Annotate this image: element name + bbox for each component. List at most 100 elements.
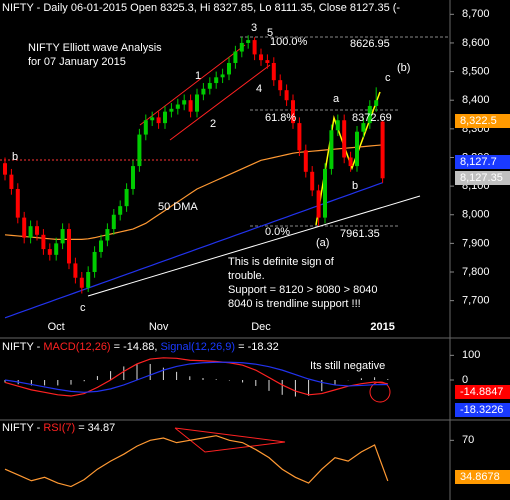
- annotation: Its still negative: [310, 360, 385, 372]
- annotation: 61.8%: [265, 112, 296, 124]
- y-tick-label: 8,600: [462, 37, 490, 49]
- candle-body: [35, 226, 39, 235]
- candle-body: [156, 117, 161, 124]
- panel-title: NIFTY - RSI(7) = 34.87: [2, 422, 115, 434]
- candle-body: [201, 88, 206, 95]
- candle-body: [28, 226, 33, 238]
- title-part: NIFTY -: [2, 422, 43, 434]
- y-tick-label: 8,500: [462, 65, 490, 77]
- candle-body: [310, 171, 315, 191]
- y-tick-label: 7,700: [462, 295, 490, 307]
- candle-body: [265, 60, 270, 63]
- price-box-label: 8,322.5: [460, 115, 497, 127]
- candle-body: [220, 74, 225, 78]
- panel-title: NIFTY - MACD(12,26) = -14.88, Signal(12,…: [2, 341, 279, 353]
- candle-body: [278, 80, 283, 91]
- annotation: 8626.95: [350, 38, 390, 50]
- candle-body: [303, 150, 308, 172]
- candle-body: [175, 104, 180, 109]
- candle-body: [380, 121, 385, 179]
- annotation: 2: [210, 118, 216, 130]
- candle-body: [252, 40, 257, 55]
- candle-body: [105, 229, 110, 241]
- candle-body: [22, 217, 27, 238]
- annotation: c: [385, 72, 391, 84]
- title-part: = 34.87: [75, 422, 115, 434]
- annotation: 50 DMA: [158, 201, 198, 213]
- x-tick-label: Nov: [149, 321, 169, 333]
- candle-body: [297, 123, 302, 151]
- candle-body: [342, 120, 347, 158]
- annotation: 7961.35: [340, 228, 380, 240]
- title-part: RSI(7): [43, 422, 75, 434]
- candle-body: [367, 105, 372, 124]
- candle-body: [92, 251, 97, 273]
- y-tick-label: 8,400: [462, 94, 490, 106]
- candle-body: [169, 108, 174, 112]
- annotation: NIFTY Elliott wave Analysis: [28, 42, 162, 54]
- annotation: b: [352, 180, 358, 192]
- candle-body: [67, 229, 71, 264]
- annotation: for 07 January 2015: [28, 56, 126, 68]
- candle-body: [361, 123, 366, 132]
- price-box-label: -14.8847: [460, 386, 503, 398]
- candle-body: [316, 190, 321, 218]
- line: [4, 361, 388, 393]
- price-box: [455, 470, 510, 484]
- candle-body: [239, 42, 244, 52]
- annotation: Support = 8120 > 8080 > 8040: [228, 284, 378, 296]
- candle-body: [246, 40, 251, 43]
- candle-body: [195, 94, 199, 112]
- price-box: [455, 403, 510, 417]
- candle-body: [271, 62, 276, 81]
- annotation: a: [333, 93, 340, 105]
- candle-body: [323, 168, 327, 218]
- annotation: c: [80, 302, 86, 314]
- candle-body: [188, 100, 193, 112]
- annotation: 8372.69: [352, 112, 392, 124]
- annotation: 8040 is trendline support !!!: [228, 298, 361, 310]
- price-box-label: 8,127.35: [460, 172, 503, 184]
- price-box: [455, 385, 510, 399]
- annotation: (a): [316, 237, 329, 249]
- y-tick-label: 70: [462, 434, 474, 446]
- candle-body: [9, 174, 14, 189]
- candle-body: [182, 100, 187, 105]
- annotation: 100.0%: [270, 36, 308, 48]
- annotation: (b): [397, 62, 410, 74]
- candle-body: [15, 188, 20, 218]
- candle-body: [137, 134, 142, 167]
- x-tick-label: 2015: [370, 321, 394, 333]
- annotation: 0.0%: [265, 226, 290, 238]
- annotation: 4: [256, 83, 262, 95]
- line: [4, 435, 389, 488]
- candle-body: [348, 157, 353, 167]
- candle-body: [355, 131, 359, 167]
- y-tick-label: 0: [462, 374, 468, 386]
- candle-body: [214, 77, 219, 84]
- annotation: 5: [267, 27, 273, 39]
- title-part: MACD(12,26): [43, 341, 110, 353]
- candle-body: [60, 229, 65, 244]
- candle-body: [111, 214, 116, 230]
- y-tick-label: 8,700: [462, 8, 490, 20]
- price-box-label: 34.8678: [460, 471, 500, 483]
- title-part: = -14.88,: [111, 341, 161, 353]
- price-box: [455, 171, 510, 185]
- candle-body: [118, 206, 123, 215]
- candle-body: [233, 51, 238, 63]
- price-box: [455, 114, 510, 128]
- x-tick-label: Dec: [251, 321, 271, 333]
- annotation: trouble.: [228, 270, 265, 282]
- channel-line: [169, 64, 271, 141]
- y-tick-label: 7,900: [462, 237, 490, 249]
- candle-body: [150, 117, 155, 121]
- annotation: b: [12, 151, 18, 163]
- candle-body: [335, 120, 340, 131]
- title-part: NIFTY -: [2, 341, 43, 353]
- candle-body: [3, 163, 7, 175]
- line: [4, 357, 388, 397]
- highlight-circle: [369, 381, 391, 403]
